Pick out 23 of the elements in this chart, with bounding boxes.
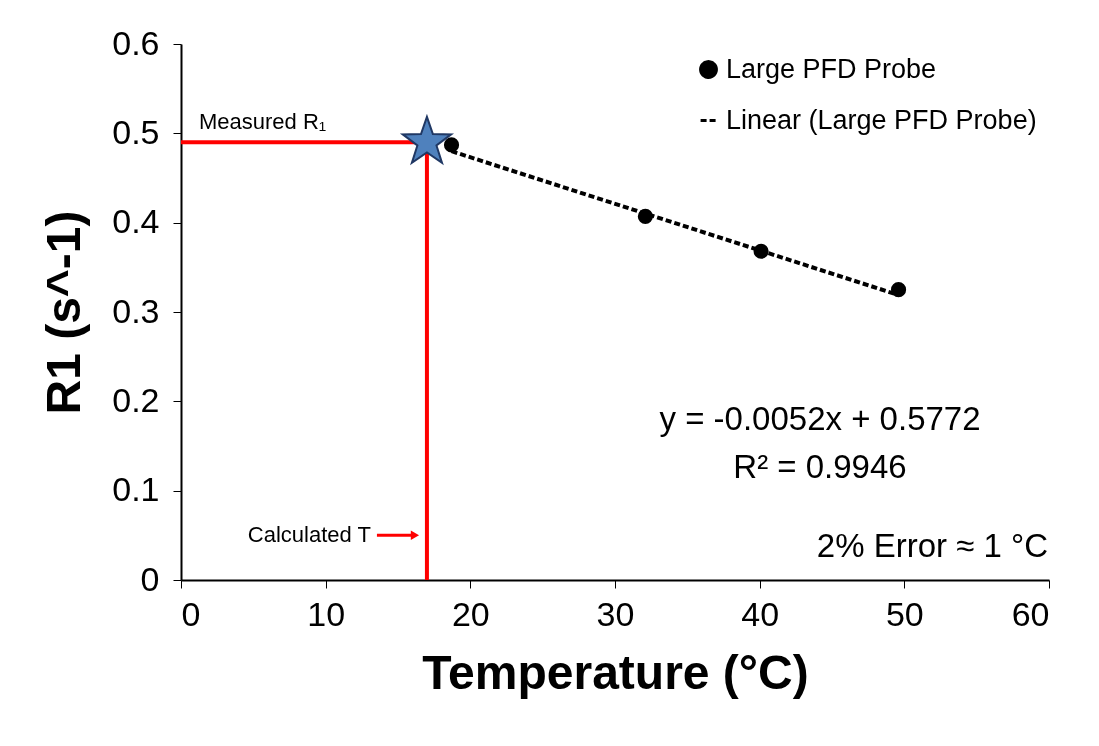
y-tick-label: 0.5 xyxy=(112,112,160,151)
x-tick-label: 40 xyxy=(741,594,780,633)
x-tick-label: 60 xyxy=(1011,594,1050,633)
annotation: 2% Error ≈ 1 °C xyxy=(816,527,1048,564)
x-tick-label: 30 xyxy=(596,594,635,633)
legend-label: Linear (Large PFD Probe) xyxy=(726,104,1037,135)
y-tick-label: 0.3 xyxy=(112,291,160,330)
y-tick-label: 0.1 xyxy=(112,470,160,509)
annotation: y = -0.0052x + 0.5772 xyxy=(659,400,981,437)
y-tick-label: 0.4 xyxy=(112,202,160,241)
y-tick-label: 0 xyxy=(140,559,160,598)
y-tick-label: 0.6 xyxy=(112,23,160,62)
legend-label: Large PFD Probe xyxy=(726,53,937,84)
x-axis-title: Temperature (°C) xyxy=(422,645,809,699)
y-tick-label: 0.2 xyxy=(112,380,160,419)
x-tick-label: 20 xyxy=(451,594,490,633)
y-axis-title: R1 (s^-1) xyxy=(37,210,91,415)
annotation: R² = 0.9946 xyxy=(733,448,907,485)
x-tick-label: 0 xyxy=(181,594,201,633)
x-tick-label: 50 xyxy=(885,594,924,633)
annotation: Calculated T xyxy=(247,522,371,548)
x-tick-label: 10 xyxy=(307,594,346,633)
annotation: Measured R₁ xyxy=(199,109,327,135)
